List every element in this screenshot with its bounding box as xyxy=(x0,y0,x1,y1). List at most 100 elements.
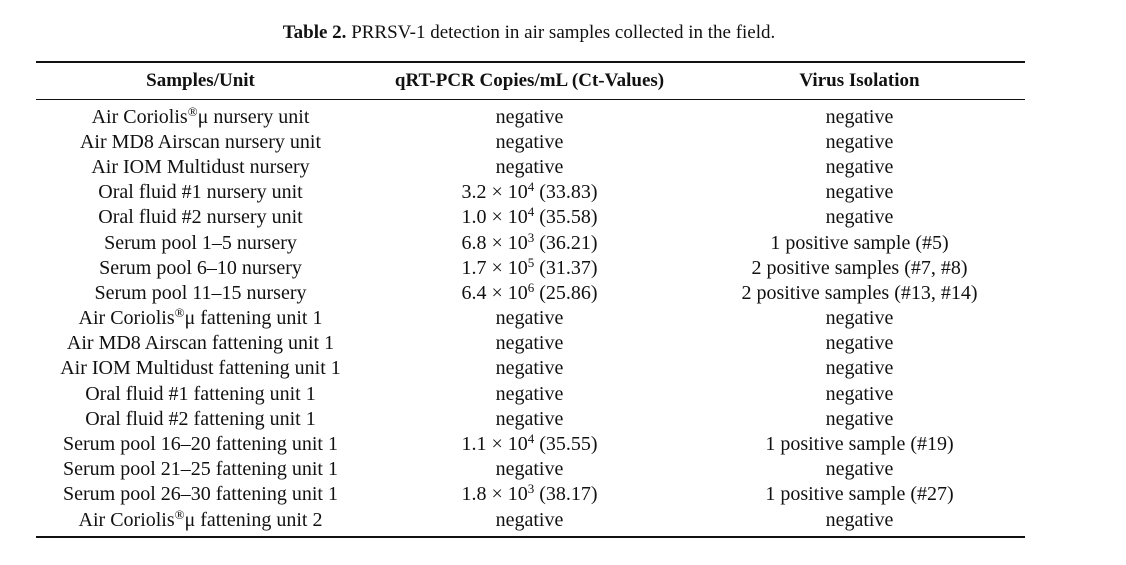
pcr-cell: 1.7 × 105 (31.37) xyxy=(365,255,694,280)
pcr-cell: negative xyxy=(365,331,694,356)
sample-name: Oral fluid #2 fattening unit 1 xyxy=(85,407,316,430)
sample-name: Air MD8 Airscan nursery unit xyxy=(79,130,322,153)
pcr-value: negative xyxy=(495,458,564,481)
pcr-ct-value: (25.86) xyxy=(534,281,598,304)
isolation-cell: negative xyxy=(825,155,894,178)
column-header-isolation: Virus Isolation xyxy=(799,70,920,91)
registered-mark: ® xyxy=(174,305,185,321)
isolation-cell: negative xyxy=(825,458,894,481)
sample-cell: Oral fluid #2 nursery unit xyxy=(36,205,365,230)
pcr-value: negative xyxy=(495,508,564,531)
pcr-exponent: 6 xyxy=(527,279,535,295)
isolation-cell: negative xyxy=(825,382,894,405)
sample-name: Serum pool 21–25 fattening unit 1 xyxy=(63,458,338,481)
isolation-cell: negative xyxy=(825,307,894,330)
sample-cell: Serum pool 11–15 nursery xyxy=(36,280,365,305)
sample-name: Serum pool 6–10 nursery xyxy=(99,256,302,279)
pcr-cell: negative xyxy=(365,507,694,537)
pcr-value: negative xyxy=(495,382,564,405)
pcr-cell: 6.8 × 103 (36.21) xyxy=(365,230,694,255)
pcr-cell: 1.8 × 103 (38.17) xyxy=(365,482,694,507)
sample-name-tail: μ fattening unit 1 xyxy=(184,307,323,330)
isolation-cell: negative xyxy=(825,206,894,229)
sample-name: Serum pool 1–5 nursery xyxy=(104,231,297,254)
isolation-cell: negative xyxy=(825,332,894,355)
pcr-exponent: 4 xyxy=(527,204,535,220)
table-row: Serum pool 6–10 nursery 1.7 × 105 (31.37)… xyxy=(36,255,1025,280)
table-header: Samples/Unit qRT-PCR Copies/mL (Ct-Value… xyxy=(36,62,1025,100)
pcr-exponent: 3 xyxy=(527,229,535,245)
pcr-cell: negative xyxy=(365,406,694,431)
sample-name: Serum pool 26–30 fattening unit 1 xyxy=(63,483,338,506)
isolation-cell: negative xyxy=(825,130,894,153)
pcr-cell: negative xyxy=(365,381,694,406)
sample-cell: Serum pool 6–10 nursery xyxy=(36,255,365,280)
sample-name: Air Coriolis xyxy=(78,307,175,330)
isolation-cell: 1 positive sample (#27) xyxy=(765,483,954,506)
sample-cell: Air IOM Multidust nursery xyxy=(36,154,365,179)
sample-cell: Air IOM Multidust fattening unit 1 xyxy=(36,356,365,381)
results-table: Samples/Unit qRT-PCR Copies/mL (Ct-Value… xyxy=(36,61,1025,538)
table-row: Oral fluid #2 fattening unit 1 negative ne… xyxy=(36,406,1025,431)
table-row: Serum pool 21–25 fattening unit 1 negativ… xyxy=(36,457,1025,482)
pcr-value: negative xyxy=(495,357,564,380)
sample-cell: Air MD8 Airscan fattening unit 1 xyxy=(36,331,365,356)
pcr-value: negative xyxy=(495,407,564,430)
table-row: Oral fluid #1 nursery unit 3.2 × 104 (33.… xyxy=(36,180,1025,205)
sample-name: Air Coriolis xyxy=(78,508,175,531)
sample-cell: Serum pool 21–25 fattening unit 1 xyxy=(36,457,365,482)
column-header-samples: Samples/Unit xyxy=(146,70,255,91)
sample-name: Serum pool 11–15 nursery xyxy=(94,281,307,304)
column-header-pcr: qRT-PCR Copies/mL (Ct-Values) xyxy=(394,70,665,91)
sample-cell: Oral fluid #2 fattening unit 1 xyxy=(36,406,365,431)
sample-name: Oral fluid #1 fattening unit 1 xyxy=(85,382,316,405)
isolation-cell: negative xyxy=(825,181,894,204)
registered-mark: ® xyxy=(187,103,198,119)
header-row: Samples/Unit qRT-PCR Copies/mL (Ct-Value… xyxy=(36,62,1025,100)
table-row: Serum pool 26–30 fattening unit 1 1.8 × 1… xyxy=(36,482,1025,507)
table-row: Oral fluid #1 fattening unit 1 negative ne… xyxy=(36,381,1025,406)
pcr-value: 1.0 × 10 xyxy=(461,206,528,229)
pcr-ct-value: (35.58) xyxy=(534,206,598,229)
sample-cell: Air Coriolis®μ nursery unit xyxy=(36,100,365,130)
isolation-cell: 1 positive sample (#19) xyxy=(765,433,954,456)
sample-cell: Air Coriolis®μ fattening unit 1 xyxy=(36,306,365,331)
pcr-ct-value: (38.17) xyxy=(534,483,598,506)
sample-cell: Oral fluid #1 nursery unit xyxy=(36,180,365,205)
pcr-cell: negative xyxy=(365,457,694,482)
sample-cell: Air Coriolis®μ fattening unit 2 xyxy=(36,507,365,537)
pcr-exponent: 3 xyxy=(527,481,535,497)
pcr-cell: 3.2 × 104 (33.83) xyxy=(365,180,694,205)
isolation-cell: 2 positive samples (#13, #14) xyxy=(741,281,978,304)
table-row: Air Coriolis®μ fattening unit 1 negative n… xyxy=(36,306,1025,331)
pcr-value: negative xyxy=(495,130,564,153)
table-row: Serum pool 16–20 fattening unit 1 1.1 × 1… xyxy=(36,431,1025,456)
pcr-cell: 6.4 × 106 (25.86) xyxy=(365,280,694,305)
pcr-cell: negative xyxy=(365,154,694,179)
isolation-cell: 1 positive sample (#5) xyxy=(770,231,949,254)
pcr-value: 1.8 × 10 xyxy=(461,483,528,506)
isolation-cell: negative xyxy=(825,357,894,380)
table-row: Serum pool 11–15 nursery 6.4 × 106 (25.86… xyxy=(36,280,1025,305)
pcr-value: negative xyxy=(495,332,564,355)
sample-cell: Oral fluid #1 fattening unit 1 xyxy=(36,381,365,406)
sample-cell: Air MD8 Airscan nursery unit xyxy=(36,129,365,154)
pcr-ct-value: (31.37) xyxy=(534,256,598,279)
table-row: Air Coriolis®μ fattening unit 2 negative n… xyxy=(36,507,1025,538)
pcr-exponent: 4 xyxy=(527,179,535,195)
isolation-cell: negative xyxy=(825,508,894,531)
sample-name-tail: μ nursery unit xyxy=(197,105,310,128)
sample-name: Serum pool 16–20 fattening unit 1 xyxy=(63,433,338,456)
pcr-exponent: 5 xyxy=(527,254,535,270)
pcr-cell: 1.1 × 104 (35.55) xyxy=(365,431,694,456)
table-body: Air Coriolis®μ nursery unit negative negat… xyxy=(36,100,1025,538)
pcr-ct-value: (36.21) xyxy=(534,231,598,254)
table-row: Oral fluid #2 nursery unit 1.0 × 104 (35.… xyxy=(36,205,1025,230)
pcr-cell: negative xyxy=(365,100,694,130)
sample-name-tail: μ fattening unit 2 xyxy=(184,508,323,531)
registered-mark: ® xyxy=(174,506,185,522)
isolation-cell: 2 positive samples (#7, #8) xyxy=(751,256,968,279)
sample-name: Air IOM Multidust fattening unit 1 xyxy=(60,357,341,380)
pcr-cell: negative xyxy=(365,129,694,154)
isolation-cell: negative xyxy=(825,407,894,430)
